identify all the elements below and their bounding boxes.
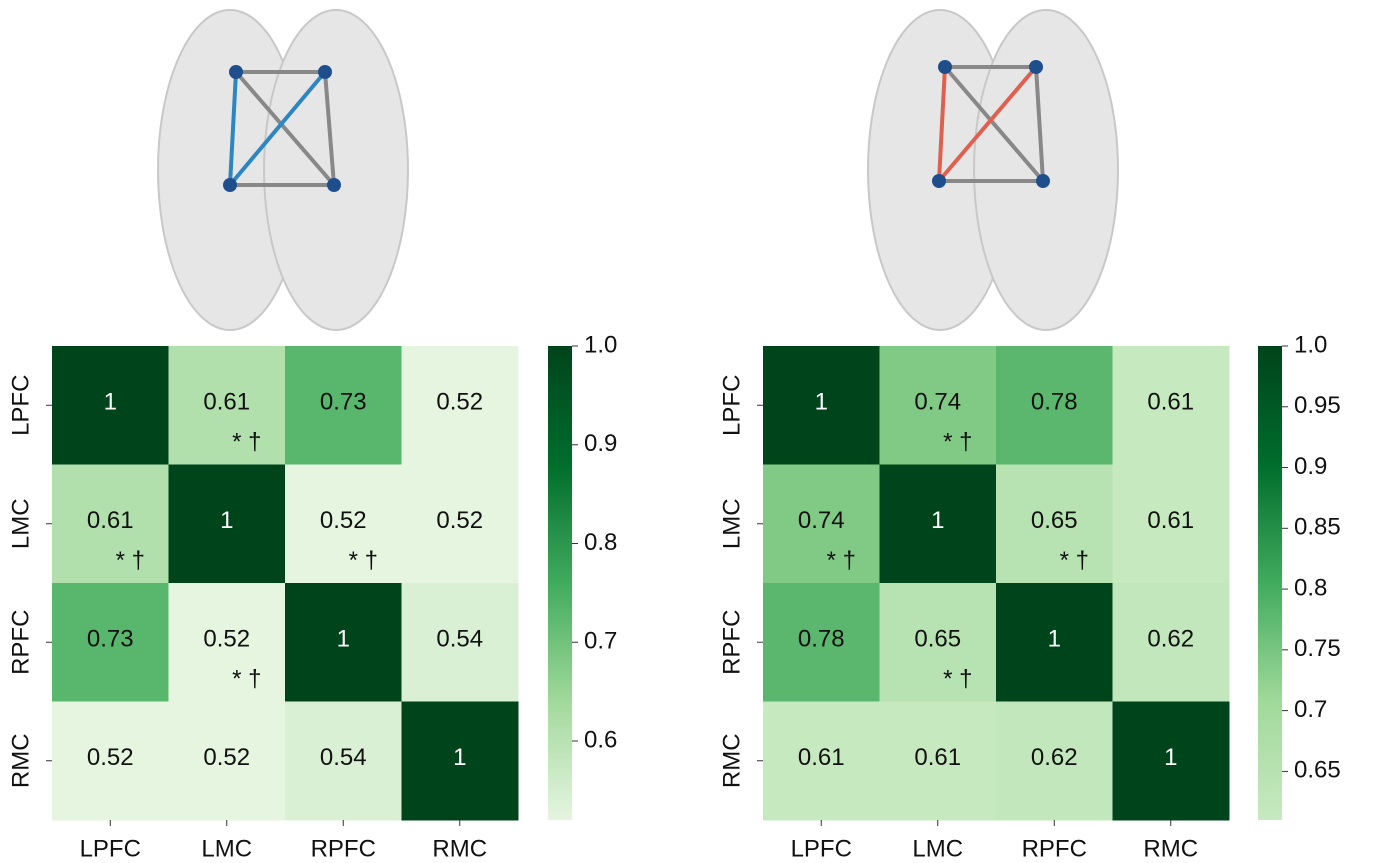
y-tick-label: LPFC — [7, 375, 34, 436]
y-tick-label: LMC — [7, 498, 34, 549]
cell-note: * † — [943, 666, 972, 693]
figure: 10.61* †0.730.520.61* †10.52* †0.520.730… — [0, 0, 1374, 863]
colorbar-tick-label: 1.0 — [1294, 331, 1327, 358]
cell-value: 0.73 — [87, 626, 134, 653]
cell-value: 1 — [1048, 626, 1061, 653]
colorbar-tick-label: 0.95 — [1294, 392, 1341, 419]
colorbar-tick-label: 0.65 — [1294, 757, 1341, 784]
cell-value: 0.78 — [798, 626, 845, 653]
cell-value: 0.65 — [914, 626, 961, 653]
colorbar-tick-label: 0.75 — [1294, 635, 1341, 662]
y-tick-label: RMC — [7, 733, 34, 788]
cell-value: 0.61 — [203, 389, 250, 416]
colorbar-tick-label: 0.7 — [584, 628, 617, 655]
cell-value: 0.62 — [1147, 626, 1194, 653]
colorbar-tick-label: 0.9 — [1294, 453, 1327, 480]
cell-value: 1 — [104, 389, 117, 416]
cell-value: 0.54 — [436, 626, 483, 653]
y-tick-label: LMC — [718, 498, 745, 549]
cell-note: * † — [116, 547, 145, 574]
page: 10.61* †0.730.520.61* †10.52* †0.520.730… — [0, 0, 1374, 863]
y-tick-label: RPFC — [718, 610, 745, 675]
cell-value: 1 — [453, 744, 466, 771]
cell-value: 1 — [337, 626, 350, 653]
colorbar-tick-label: 0.9 — [584, 430, 617, 457]
cell-value: 0.73 — [320, 389, 367, 416]
cell-value: 0.61 — [87, 507, 134, 534]
cell-note: * † — [1060, 547, 1089, 574]
y-tick-label: LPFC — [718, 375, 745, 436]
cell-value: 0.61 — [914, 744, 961, 771]
colorbar-tick-label: 0.85 — [1294, 514, 1341, 541]
colorbar-tick-label: 0.7 — [1294, 696, 1327, 723]
cell-note: * † — [827, 547, 856, 574]
y-tick-label: RPFC — [7, 610, 34, 675]
cell-note: * † — [943, 429, 972, 456]
cell-value: 0.52 — [87, 744, 134, 771]
cell-value: 0.54 — [320, 744, 367, 771]
cell-note: * † — [232, 429, 261, 456]
colorbar-tick-label: 0.8 — [1294, 574, 1327, 601]
x-tick-label: RMC — [432, 835, 487, 862]
cell-value: 1 — [931, 507, 944, 534]
cell-value: 0.52 — [320, 507, 367, 534]
cell-value: 0.65 — [1031, 507, 1078, 534]
y-tick-label: RMC — [718, 733, 745, 788]
cell-note: * † — [232, 666, 261, 693]
cell-value: 0.52 — [436, 389, 483, 416]
cell-value: 1 — [1164, 744, 1177, 771]
x-tick-label: RPFC — [1022, 835, 1087, 862]
cell-value: 0.74 — [798, 507, 845, 534]
brain-right — [868, 10, 1118, 330]
x-tick-label: RMC — [1143, 835, 1198, 862]
cell-value: 0.61 — [798, 744, 845, 771]
colorbar — [1258, 346, 1282, 820]
brain-left — [158, 10, 408, 330]
colorbar — [548, 346, 572, 820]
cell-value: 0.52 — [203, 744, 250, 771]
cell-note: * † — [349, 547, 378, 574]
cell-value: 0.74 — [914, 389, 961, 416]
cell-value: 0.61 — [1147, 389, 1194, 416]
cell-value: 1 — [220, 507, 233, 534]
x-tick-label: LMC — [201, 835, 252, 862]
cell-value: 1 — [815, 389, 828, 416]
cell-value: 0.52 — [436, 507, 483, 534]
cell-value: 0.52 — [203, 626, 250, 653]
x-tick-label: LMC — [912, 835, 963, 862]
cell-value: 0.78 — [1031, 389, 1078, 416]
x-tick-label: RPFC — [311, 835, 376, 862]
colorbar-tick-label: 0.6 — [584, 726, 617, 753]
x-tick-label: LPFC — [80, 835, 141, 862]
cell-value: 0.61 — [1147, 507, 1194, 534]
cell-value: 0.62 — [1031, 744, 1078, 771]
x-tick-label: LPFC — [791, 835, 852, 862]
colorbar-tick-label: 1.0 — [584, 331, 617, 358]
colorbar-tick-label: 0.8 — [584, 529, 617, 556]
